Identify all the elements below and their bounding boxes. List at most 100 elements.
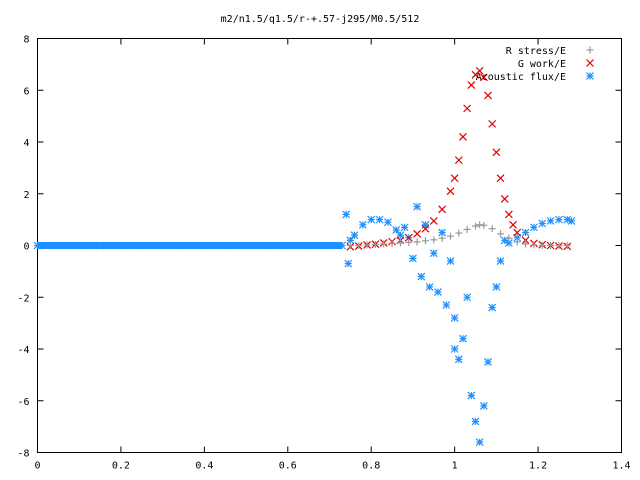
data-point [400,223,409,232]
data-point [567,216,576,225]
data-point [417,272,426,281]
data-point [454,355,463,364]
y-tick-label: 4 [23,138,29,149]
data-point [429,249,438,258]
x-tick-label: 0.2 [112,461,130,472]
data-point [479,73,488,82]
data-point [513,238,521,246]
data-point [472,222,479,230]
y-tick-label: 8 [23,35,29,46]
series-0 [346,221,571,249]
x-tick-label: 0.4 [195,461,213,472]
data-point [344,259,353,268]
legend: R stress/E G work/E Acoustic flux/E [476,46,594,83]
data-point [350,231,359,240]
data-point [500,195,509,203]
data-point [475,438,484,447]
data-point [450,314,459,322]
legend-label: R stress/E [506,46,566,57]
data-point [467,391,476,400]
data-point [488,225,496,233]
data-point [471,417,480,426]
data-point [497,230,505,238]
data-point [488,119,497,128]
data-point [496,257,505,265]
data-point [430,236,438,244]
data-point [484,91,492,100]
data-point [434,288,442,296]
data-point [413,202,422,211]
data-point [547,242,555,249]
data-point [555,242,563,249]
data-point [438,205,447,214]
data-point [392,226,401,234]
data-point [388,239,396,247]
data-point [513,228,522,237]
data-point [529,223,538,232]
chart-title: m2/n1.5/q1.5/r-+.57-j295/M0.5/512 [221,14,420,25]
data-point [484,358,492,366]
data-points [33,66,576,447]
data-point [405,238,413,246]
axes: 0 0.2 0.4 0.6 0.8 1 1.2 1.4 -8 -6 -4 -2 0 2 4 6 8 [17,35,630,472]
data-point [438,228,447,237]
data-point [459,132,467,141]
data-point [421,220,430,229]
data-point [521,236,530,245]
data-point [446,232,454,240]
legend-marker [586,46,594,54]
data-point [421,224,430,233]
legend-label: G work/E [518,59,566,70]
x-tick-label: 1.4 [612,461,630,472]
x-tick-label: 0.8 [362,461,380,472]
data-point [546,216,555,225]
y-tick-label: -6 [17,397,29,408]
data-point [563,242,571,249]
data-point [429,216,438,225]
data-point [505,234,513,242]
data-point [521,228,530,237]
y-tick-label: -4 [17,345,29,356]
y-tick-label: -2 [17,293,29,304]
data-point [479,402,488,410]
data-point [455,229,463,237]
legend-marker [586,72,594,80]
data-point [383,218,392,227]
data-point [421,237,429,245]
data-point [480,221,488,229]
y-tick-label: 2 [23,190,29,201]
data-point [522,240,530,248]
data-point [396,239,404,247]
y-tick-label: -8 [17,449,29,460]
data-point [530,241,538,249]
data-point [363,241,371,249]
data-point [492,282,501,291]
data-point [346,236,355,245]
data-point [358,220,367,229]
data-point [475,66,484,75]
data-point [459,334,467,343]
x-tick-label: 0.6 [279,461,297,472]
data-point [450,174,459,183]
data-point [509,220,517,229]
series-2 [33,202,576,447]
data-point [450,345,459,353]
data-point [538,242,546,249]
data-point [355,242,363,249]
data-point [463,293,472,302]
data-point [413,238,421,246]
legend-marker [586,59,594,67]
y-tick-label: 0 [23,242,29,253]
x-tick-label: 1.2 [529,461,547,472]
data-point [463,104,472,113]
data-point [425,282,434,291]
data-point [404,233,413,242]
data-point [409,254,417,263]
data-point [555,215,563,224]
x-tick-label: 0 [34,461,40,472]
x-tick-label: 1 [452,461,458,472]
data-point [504,210,513,219]
data-point [467,81,476,89]
data-point [380,240,388,248]
data-point [454,156,463,165]
